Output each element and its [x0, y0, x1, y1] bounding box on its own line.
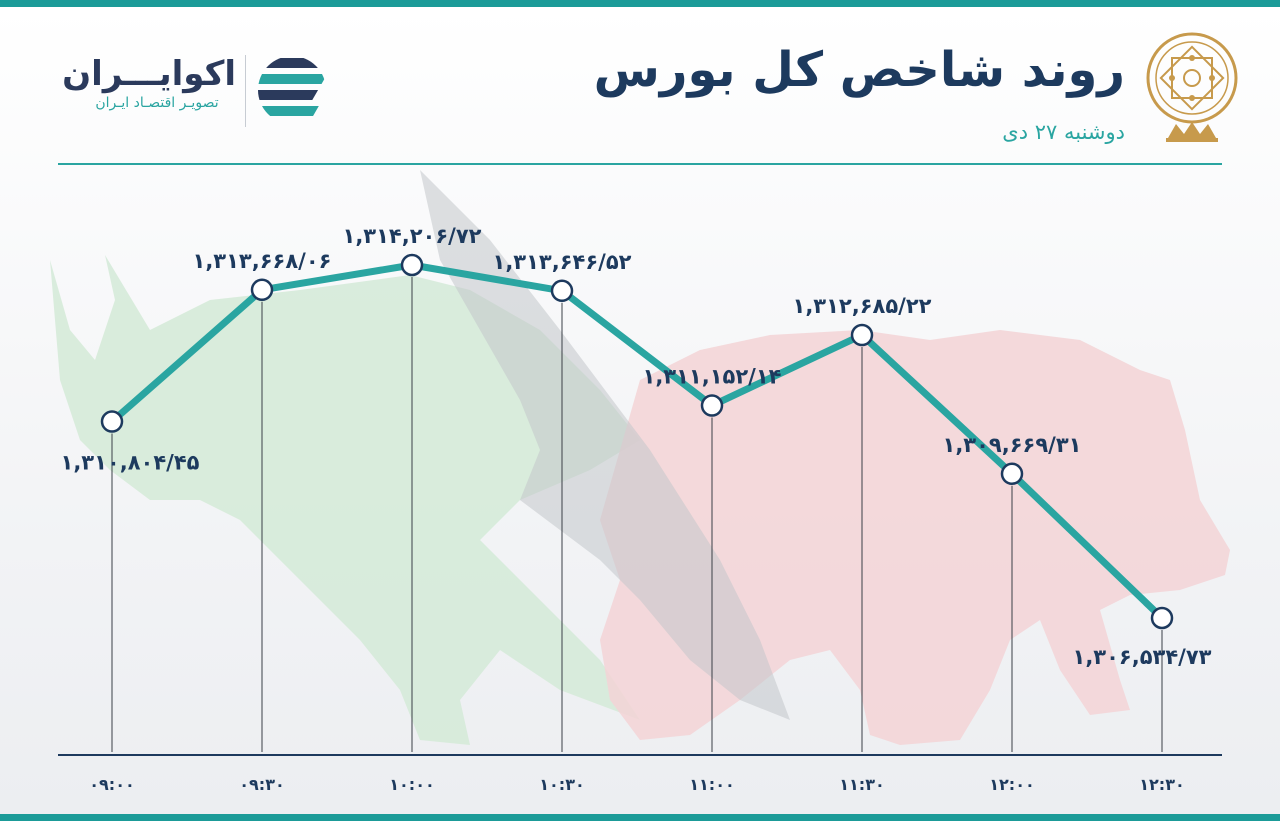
brand-name: اکوایـــران: [62, 54, 236, 94]
header-divider: [58, 163, 1222, 165]
data-point: [850, 323, 874, 347]
bull-silhouette-icon: [50, 255, 640, 745]
series-line: [108, 261, 1166, 622]
x-tick-label: ۱۱:۰۰: [689, 775, 734, 794]
x-tick-label: ۱۰:۰۰: [389, 775, 434, 794]
data-label: ۱,۳۱۳,۶۴۶/۵۲: [493, 250, 632, 274]
bottom-accent-bar: [0, 814, 1280, 821]
data-label: ۱,۳۱۲,۶۸۵/۲۲: [793, 294, 932, 318]
page-title: روند شاخص کل بورس: [593, 42, 1125, 98]
data-label: ۱,۳۱۱,۱۵۲/۱۴: [643, 365, 782, 389]
data-labels: ۱,۳۱۰,۸۰۴/۴۵ ۱,۳۱۳,۶۶۸/۰۶ ۱,۳۱۴,۲۰۶/۷۲ ۱,۳۱…: [61, 224, 1212, 669]
ecoiran-logo-icon: [258, 58, 326, 116]
data-point: [100, 410, 124, 433]
brand-block: اکوایـــران تصویـر اقتصـاد ایـران: [62, 54, 236, 113]
x-tick-label: ۱۱:۳۰: [839, 775, 884, 794]
data-point: [400, 253, 424, 277]
top-accent-bar: [0, 0, 1280, 7]
data-label: ۱,۳۰۹,۶۶۹/۳۱: [943, 433, 1082, 457]
data-point: [700, 394, 724, 417]
x-tick-label: ۰۹:۰۰: [89, 775, 134, 794]
drop-lines: [111, 277, 1163, 752]
data-point: [550, 279, 574, 303]
data-point: [1000, 462, 1024, 486]
x-tick-label: ۱۰:۳۰: [539, 775, 584, 794]
data-label: ۱,۳۱۴,۲۰۶/۷۲: [343, 224, 482, 248]
data-points: [100, 253, 1174, 630]
x-tick-label: ۱۲:۳۰: [1139, 775, 1184, 794]
data-label: ۱,۳۱۰,۸۰۴/۴۵: [61, 451, 200, 475]
exchange-emblem-icon: [1146, 32, 1238, 142]
shadow-arrow-icon: [420, 170, 790, 720]
data-label: ۱,۳۰۶,۵۳۴/۷۳: [1073, 645, 1212, 669]
brand-separator: [245, 55, 246, 127]
brand-tagline: تصویـر اقتصـاد ایـران: [95, 95, 219, 111]
page-subtitle: دوشنبه ۲۷ دی: [1002, 120, 1125, 144]
x-tick-label: ۱۲:۰۰: [989, 775, 1034, 794]
data-point: [1150, 606, 1174, 630]
x-tick-labels: ۰۹:۰۰ ۰۹:۳۰ ۱۰:۰۰ ۱۰:۳۰ ۱۱:۰۰ ۱۱:۳۰ ۱۲:۰۰ ۱۲:۳۰: [89, 775, 1184, 794]
data-point: [250, 278, 274, 302]
x-tick-label: ۰۹:۳۰: [239, 775, 284, 794]
data-label: ۱,۳۱۳,۶۶۸/۰۶: [193, 249, 332, 273]
